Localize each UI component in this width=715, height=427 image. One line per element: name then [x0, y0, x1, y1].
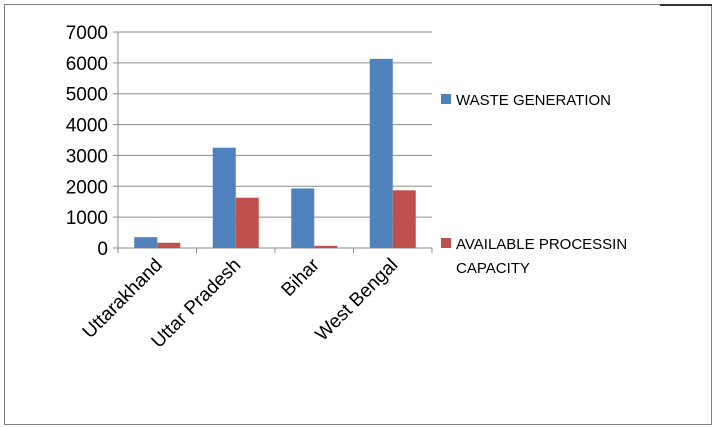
y-tick-label: 1000: [66, 208, 108, 229]
legend-label-processing-capacity: CAPACITY: [456, 260, 530, 277]
legend-label-waste-generation: WASTE GENERATION: [456, 92, 611, 109]
bar-waste-generation: [212, 147, 236, 248]
x-category-label: Uttarakhand: [79, 255, 167, 343]
y-tick-label: 7000: [66, 23, 108, 44]
y-tick-label: 5000: [66, 85, 108, 106]
legend-swatch-waste-generation: [441, 94, 451, 104]
y-tick-label: 2000: [66, 177, 108, 198]
y-tick-label: 0: [97, 239, 108, 260]
y-tick-label: 6000: [66, 54, 108, 75]
x-category-label: Bihar: [278, 254, 325, 301]
top-edge-mark: [660, 4, 712, 6]
legend-swatch-processing-capacity: [441, 238, 451, 248]
bar-waste-generation: [291, 188, 315, 248]
bar-waste-generation: [134, 237, 158, 248]
legend-label-processing-capacity: AVAILABLE PROCESSIN: [456, 236, 627, 253]
bar-processing-capacity: [392, 190, 416, 248]
bar-processing-capacity: [314, 245, 338, 248]
bar-processing-capacity: [235, 197, 259, 248]
bar-processing-capacity: [157, 242, 181, 248]
x-category-label: West Bengal: [311, 255, 402, 346]
y-tick-label: 4000: [66, 116, 108, 137]
bar-waste-generation: [369, 58, 393, 248]
y-tick-label: 3000: [66, 146, 108, 167]
chart-frame: [4, 4, 712, 425]
